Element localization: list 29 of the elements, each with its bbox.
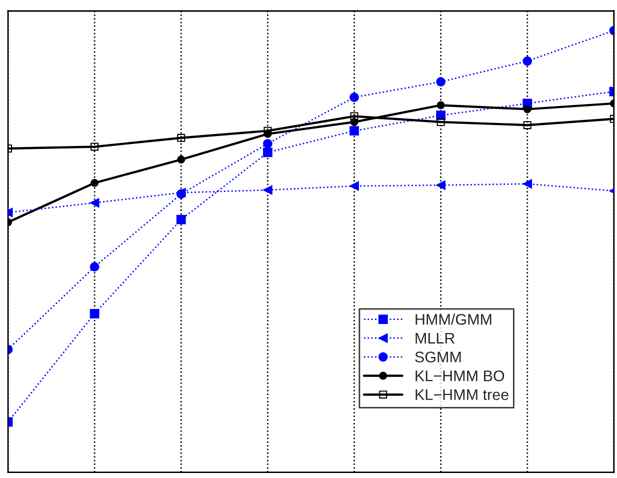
legend-label: SGMM — [415, 352, 461, 362]
point — [522, 56, 532, 66]
point — [90, 309, 100, 318]
point — [264, 126, 272, 135]
point — [350, 112, 358, 120]
legend-label: MLLR — [416, 332, 454, 344]
point — [436, 77, 446, 86]
point — [90, 198, 100, 208]
legend-label: KL−HMM BO — [416, 370, 504, 382]
point — [263, 185, 272, 195]
point — [90, 262, 100, 272]
point — [350, 126, 359, 136]
point — [177, 156, 186, 164]
point — [90, 178, 99, 187]
point — [263, 148, 272, 158]
point — [522, 179, 532, 189]
point — [436, 118, 445, 126]
point — [523, 121, 532, 130]
point — [350, 181, 359, 191]
point — [177, 134, 186, 142]
point — [350, 92, 359, 102]
point — [263, 138, 272, 148]
point — [523, 105, 532, 114]
point — [436, 101, 445, 110]
point — [436, 180, 446, 190]
point — [90, 142, 99, 151]
legend-label: KL−HMM tree — [416, 389, 508, 400]
legend-label: HMM/GMM — [416, 314, 492, 325]
point — [176, 214, 186, 224]
